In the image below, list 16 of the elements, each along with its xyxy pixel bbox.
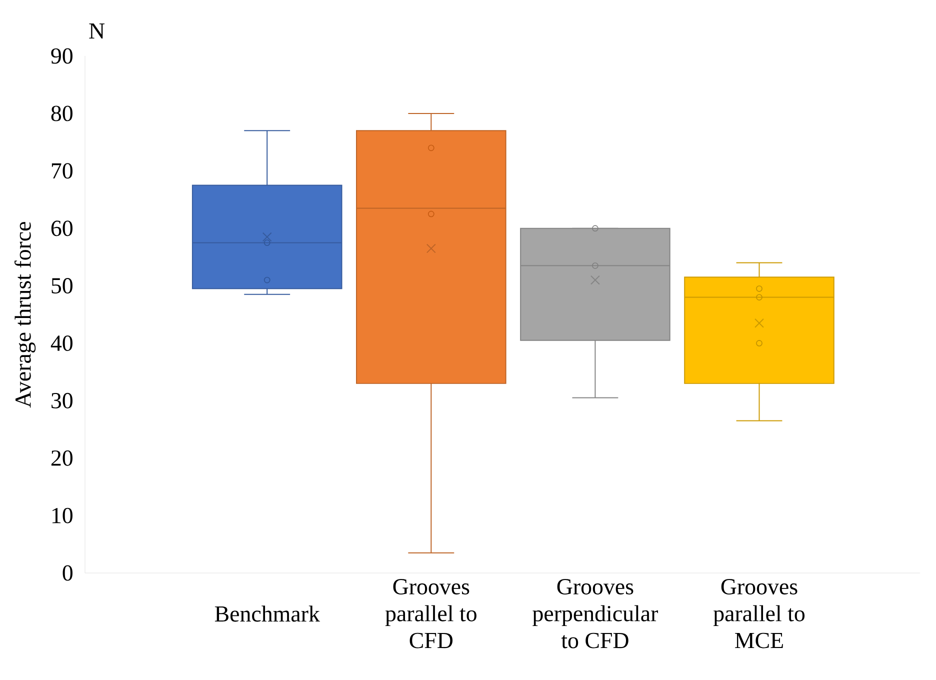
y-axis-title: Average thrust force xyxy=(14,222,36,408)
x-tick-label: Grooves perpendicular to CFD xyxy=(532,579,658,648)
y-tick-label: 20 xyxy=(51,450,72,466)
y-tick-label: 90 xyxy=(51,48,72,64)
y-tick-label: 50 xyxy=(52,278,72,294)
y-tick-label: 80 xyxy=(51,106,72,122)
y-tick-label: 30 xyxy=(52,392,72,408)
x-tick-label: Benchmark xyxy=(214,606,320,622)
y-tick-label: 40 xyxy=(50,335,72,351)
y-tick-label: 60 xyxy=(51,220,72,236)
y-tick-label: 10 xyxy=(52,508,72,524)
text: N xyxy=(89,23,105,38)
x-tick-label: Grooves parallel to CFD xyxy=(385,579,476,648)
x-tick-label: Grooves parallel to MCE xyxy=(713,579,805,648)
y-tick-label: 70 xyxy=(52,163,72,179)
y-tick-label: 0 xyxy=(62,565,72,581)
